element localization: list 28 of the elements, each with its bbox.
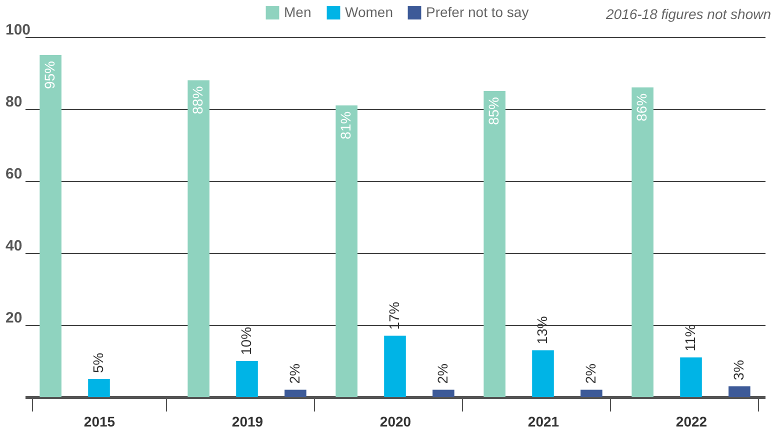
data-label: 13%: [534, 316, 550, 344]
data-label: 17%: [386, 302, 402, 330]
x-tick-label: 2022: [676, 414, 708, 430]
data-label: 2%: [582, 364, 598, 384]
x-tick-label: 2020: [380, 414, 412, 430]
y-tick-label: 100: [6, 22, 31, 38]
y-tick-label: 60: [6, 166, 22, 182]
y-tick-label: 40: [6, 238, 22, 254]
data-label: 85%: [486, 97, 502, 126]
y-tick-label: 20: [6, 310, 22, 326]
data-label: 81%: [338, 111, 354, 140]
data-label: 10%: [238, 326, 254, 355]
data-label: 2%: [286, 364, 302, 384]
x-tick-label: 2019: [232, 414, 264, 430]
data-label: 2%: [434, 364, 450, 384]
legend-label: Prefer not to say: [426, 4, 529, 20]
y-tick-label: 80: [6, 94, 22, 110]
data-label: 11%: [682, 324, 698, 352]
x-tick-label: 2015: [84, 414, 116, 430]
data-label: 86%: [634, 93, 650, 122]
legend-label: Men: [284, 4, 312, 20]
data-label: 95%: [42, 61, 58, 90]
data-label: 88%: [190, 86, 206, 114]
text: 2016-18 figures not shown: [605, 6, 772, 22]
data-label: 3%: [730, 360, 746, 380]
x-tick-label: 2021: [528, 414, 560, 430]
legend-label: Women: [345, 4, 393, 20]
data-label: 5%: [90, 352, 106, 373]
